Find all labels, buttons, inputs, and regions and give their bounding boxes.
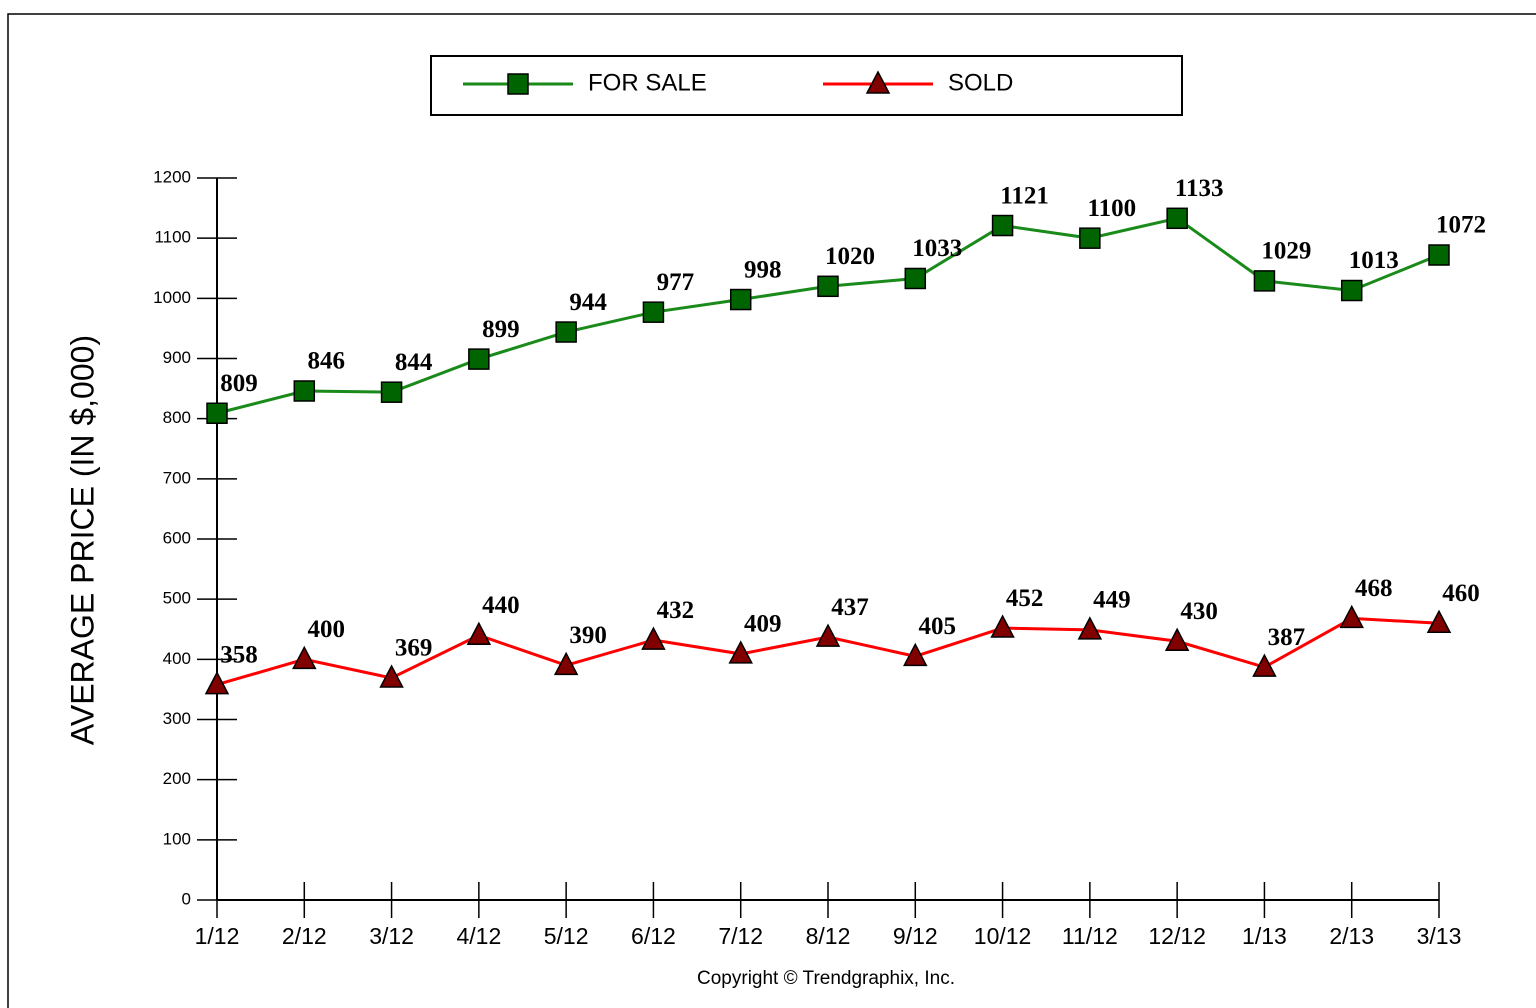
x-tick-label: 5/12 xyxy=(544,923,589,949)
chart-frame xyxy=(7,13,1536,1008)
y-tick-label: 600 xyxy=(163,528,191,547)
x-tick-label: 8/12 xyxy=(806,923,851,949)
data-point xyxy=(380,381,403,403)
data-label: 1121 xyxy=(1000,182,1049,209)
x-tick-label: 11/12 xyxy=(1062,923,1118,949)
data-point xyxy=(642,301,665,323)
data-point xyxy=(555,321,577,343)
copyright: Copyright © Trendgraphix, Inc. xyxy=(697,968,955,989)
data-point xyxy=(553,651,579,676)
data-label: 1133 xyxy=(1175,175,1224,202)
data-label: 430 xyxy=(1180,598,1218,625)
data-label: 437 xyxy=(831,594,869,621)
data-label: 400 xyxy=(308,616,346,643)
data-point xyxy=(1428,244,1450,266)
y-tick-label: 0 xyxy=(182,889,191,908)
data-label: 390 xyxy=(569,622,607,649)
data-label: 977 xyxy=(657,269,695,296)
y-tick-label: 900 xyxy=(163,348,191,367)
data-point xyxy=(990,614,1015,638)
data-point xyxy=(817,275,839,298)
data-point xyxy=(1426,609,1452,633)
x-tick-label: 3/12 xyxy=(369,923,414,949)
data-point xyxy=(468,348,490,370)
data-point xyxy=(466,621,492,646)
x-tick-label: 1/12 xyxy=(195,923,240,949)
x-tick-label: 7/12 xyxy=(718,923,763,949)
data-point xyxy=(292,645,317,670)
data-point xyxy=(379,664,404,688)
y-tick-label: 300 xyxy=(163,709,191,728)
data-label: 998 xyxy=(744,256,782,283)
data-label: 944 xyxy=(569,289,607,316)
x-tick-label: 2/13 xyxy=(1329,923,1374,949)
data-point xyxy=(1253,270,1276,292)
data-label: 809 xyxy=(220,370,258,397)
data-label: 1029 xyxy=(1261,238,1311,265)
y-axis-label: AVERAGE PRICE (IN $,000) xyxy=(64,335,100,745)
data-label: 846 xyxy=(308,348,346,375)
y-tick-label: 500 xyxy=(163,589,191,608)
data-label: 899 xyxy=(482,316,520,343)
data-point xyxy=(1166,207,1188,230)
x-tick-label: 12/12 xyxy=(1148,923,1206,949)
data-label: 449 xyxy=(1093,587,1131,614)
y-tick-label: 200 xyxy=(163,769,191,788)
data-point xyxy=(206,402,228,425)
data-point xyxy=(1079,227,1101,249)
x-tick-label: 4/12 xyxy=(456,923,501,949)
legend-marker xyxy=(507,73,529,95)
data-point xyxy=(204,670,230,695)
data-point xyxy=(1077,616,1103,640)
data-label: 460 xyxy=(1442,580,1480,607)
data-label: 452 xyxy=(1006,585,1044,612)
data-label: 409 xyxy=(744,611,782,638)
legend-label: FOR SALE xyxy=(588,69,707,96)
data-label: 1013 xyxy=(1349,247,1399,274)
legend-label: SOLD xyxy=(948,69,1013,96)
data-label: 432 xyxy=(657,597,695,624)
data-point xyxy=(1252,653,1277,677)
data-point xyxy=(904,267,927,290)
data-label: 369 xyxy=(395,635,433,662)
legend-marker xyxy=(865,70,891,94)
x-tick-label: 2/12 xyxy=(282,923,327,949)
data-point xyxy=(293,380,316,402)
data-point xyxy=(903,642,928,667)
x-tick-label: 9/12 xyxy=(893,923,938,949)
data-label: 1072 xyxy=(1436,212,1486,239)
data-point xyxy=(1339,604,1364,629)
x-tick-label: 6/12 xyxy=(631,923,676,949)
y-tick-label: 1200 xyxy=(153,167,191,186)
y-tick-label: 1000 xyxy=(153,288,191,307)
data-point xyxy=(815,623,841,647)
data-label: 358 xyxy=(220,641,258,668)
data-point xyxy=(1164,627,1190,652)
data-label: 468 xyxy=(1355,575,1393,602)
y-tick-label: 1100 xyxy=(154,228,191,247)
data-label: 440 xyxy=(482,592,520,619)
y-tick-label: 100 xyxy=(163,829,191,848)
y-tick-label: 800 xyxy=(163,408,191,427)
x-tick-label: 10/12 xyxy=(974,923,1032,949)
x-tick-label: 1/13 xyxy=(1242,923,1287,949)
data-point xyxy=(641,626,666,650)
data-label: 1020 xyxy=(825,243,875,270)
y-tick-label: 400 xyxy=(163,649,191,668)
data-label: 405 xyxy=(919,613,957,640)
x-tick-label: 3/13 xyxy=(1417,923,1462,949)
data-label: 1033 xyxy=(912,235,962,262)
y-tick-label: 700 xyxy=(163,468,191,487)
data-label: 387 xyxy=(1268,624,1306,651)
data-point xyxy=(729,288,752,311)
data-label: 1100 xyxy=(1088,195,1137,222)
data-label: 844 xyxy=(395,349,433,376)
data-point xyxy=(991,214,1014,237)
data-point xyxy=(1340,279,1363,302)
data-point xyxy=(728,640,753,664)
